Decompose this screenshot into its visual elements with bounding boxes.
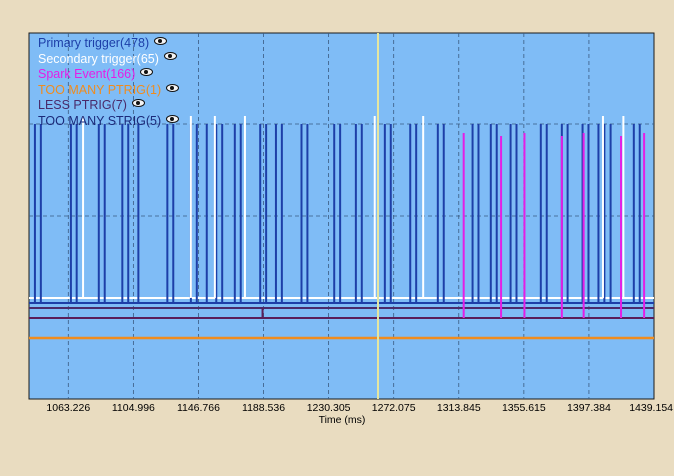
legend-label: Primary trigger(478): [38, 36, 150, 50]
eye-icon[interactable]: [140, 67, 154, 76]
legend-label: TOO MANY STRIG(5): [38, 113, 162, 128]
eye-icon[interactable]: [166, 114, 180, 123]
x-tick-label: 1313.845: [437, 402, 481, 414]
eye-icon[interactable]: [163, 52, 177, 61]
x-tick-label: 1397.384: [567, 402, 611, 414]
x-axis-label: Time (ms): [319, 414, 366, 426]
legend-item-less-ptrig[interactable]: LESS PTRIG(7): [38, 98, 179, 114]
x-tick-label: 1355.615: [502, 402, 546, 414]
x-tick-label: 1230.305: [307, 402, 351, 414]
eye-icon[interactable]: [131, 99, 145, 108]
x-tick-label: 1188.536: [242, 402, 285, 414]
eye-icon[interactable]: [154, 36, 168, 45]
x-tick-label: 1439.154: [629, 402, 673, 414]
legend: Primary trigger(478) Secondary trigger(6…: [38, 36, 180, 130]
legend-label: LESS PTRIG(7): [38, 98, 127, 113]
x-tick-label: 1063.226: [46, 402, 90, 414]
x-tick-label: 1146.766: [177, 402, 220, 414]
x-tick-label: 1104.996: [112, 402, 155, 414]
legend-label: TOO MANY PTRIG(1): [38, 82, 162, 97]
x-tick-label: 1272.075: [372, 402, 416, 414]
legend-item-spark-event[interactable]: Spark Event(166): [38, 67, 179, 83]
eye-icon[interactable]: [166, 83, 180, 92]
legend-label: Spark Event(166): [38, 67, 136, 82]
legend-item-too-many-ptrig[interactable]: TOO MANY PTRIG(1): [38, 82, 180, 99]
level-bands: [29, 297, 654, 340]
legend-label: Secondary trigger(65): [38, 51, 159, 66]
legend-item-secondary-trigger[interactable]: Secondary trigger(65): [38, 52, 179, 68]
legend-item-too-many-strig[interactable]: TOO MANY STRIG(5): [38, 113, 180, 130]
trigger-marks: [33, 116, 646, 318]
x-axis-ticks: 1063.226 1104.996 1146.766 1188.536 1230.305…: [46, 402, 673, 414]
legend-item-primary-trigger[interactable]: Primary trigger(478): [38, 36, 179, 52]
